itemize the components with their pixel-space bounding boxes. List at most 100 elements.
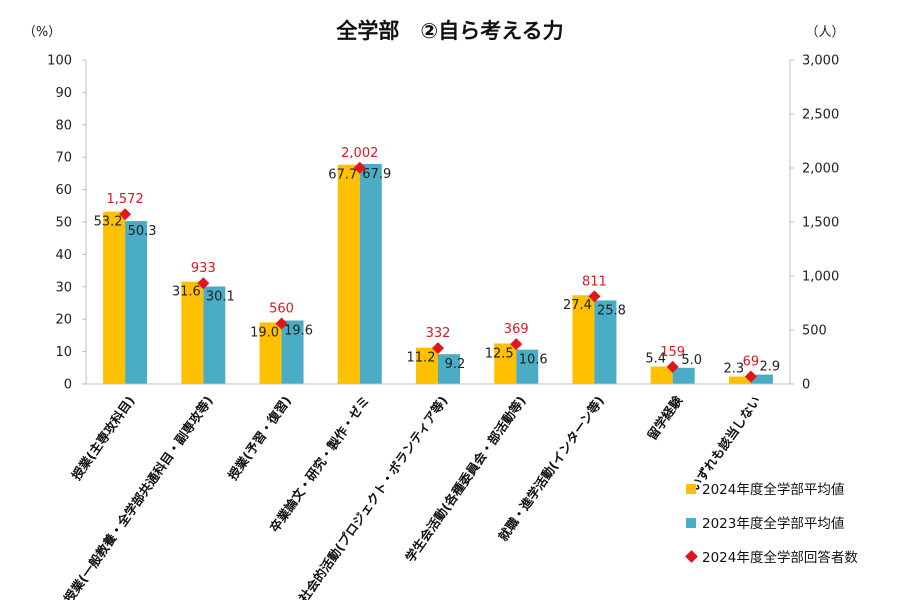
left-tick-label: 100: [47, 54, 72, 69]
right-axis-ticks: 0 500 1,000 1,500 2,000 2,500 3,000: [790, 54, 839, 393]
bar-2023: [281, 320, 304, 384]
respondent-label: 811: [582, 274, 607, 289]
legend-item-respondents: 2024年度全学部回答者数: [685, 549, 858, 566]
category-label: 留学経験: [644, 393, 685, 443]
right-tick-label: 1,000: [802, 270, 839, 285]
bar-2024: [337, 164, 360, 384]
legend-item-2024: 2024年度全学部平均値: [686, 481, 844, 498]
respondent-label: 332: [426, 326, 451, 341]
bar-2023: [125, 221, 148, 384]
legend-swatch-2023: [686, 518, 696, 528]
bar-2023: [438, 354, 460, 384]
category-label: 授業(主専攻科目): [69, 393, 138, 483]
bar-2024-label: 53.2: [94, 215, 123, 230]
respondent-label: 560: [269, 302, 294, 317]
bar-2024: [572, 295, 595, 384]
legend-label-2024: 2024年度全学部平均値: [702, 481, 844, 498]
bar-2024-label: 2.3: [724, 362, 745, 377]
right-tick-label: 1,500: [802, 216, 839, 231]
bar-2024-label: 12.5: [485, 347, 514, 362]
series-2024-bars: [103, 164, 751, 384]
left-tick-label: 50: [55, 216, 72, 231]
bar-2024-label: 67.7: [328, 168, 357, 183]
bar-2023-label: 67.9: [362, 167, 391, 182]
respondent-marker: [666, 360, 679, 373]
bar-2024: [259, 322, 282, 384]
respondent-marker: [432, 342, 444, 355]
left-tick-label: 60: [55, 183, 72, 198]
bar-2023: [516, 349, 539, 384]
respondent-label: 933: [191, 261, 216, 276]
respondent-label: 2,002: [341, 146, 378, 161]
respondent-marker: [197, 277, 210, 290]
right-axis-unit: （人）: [805, 25, 844, 40]
right-tick-label: 3,000: [802, 54, 839, 69]
bar-data-labels: 53.2 50.3 31.6 30.1 19.0 19.6 67.7 67.9 11.2 9.2 1…: [94, 167, 781, 377]
left-tick-label: 80: [55, 118, 72, 133]
respondent-label: 159: [660, 345, 685, 360]
bar-2023-label: 10.6: [519, 353, 548, 368]
category-label: 授業(予習・復習): [225, 393, 294, 483]
bar-2023-label: 19.6: [284, 323, 313, 338]
bar-2024: [728, 376, 751, 384]
bar-2023-label: 25.8: [597, 303, 626, 318]
bar-2024: [416, 347, 438, 384]
respondent-label: 1,572: [107, 192, 144, 207]
left-tick-label: 0: [64, 378, 72, 393]
bar-2024: [650, 366, 673, 384]
bar-2024: [181, 281, 204, 384]
respondent-labels: 1,572 933 560 2,002 332 369 811 159 69: [107, 146, 760, 370]
bar-2023-label: 50.3: [128, 224, 157, 239]
respondent-marker: [353, 161, 366, 174]
bar-2023: [594, 300, 617, 384]
bar-2023-label: 5.0: [681, 353, 702, 368]
respondent-marker: [744, 370, 757, 383]
legend-swatch-2024: [686, 484, 696, 494]
bar-2024: [494, 343, 517, 384]
left-tick-label: 30: [55, 280, 72, 295]
respondent-marker: [510, 338, 523, 351]
bar-2023-label: 30.1: [206, 289, 235, 304]
respondent-marker: [119, 208, 132, 221]
respondent-label: 69: [743, 355, 760, 370]
legend-item-2023: 2023年度全学部平均値: [686, 515, 844, 532]
bar-2023: [672, 367, 695, 384]
right-tick-label: 2,500: [802, 108, 839, 123]
left-tick-label: 90: [55, 86, 72, 101]
bar-2024-label: 27.4: [563, 298, 592, 313]
bar-2023: [203, 286, 226, 384]
left-tick-label: 40: [55, 248, 72, 263]
right-tick-label: 0: [802, 378, 810, 393]
left-axis-ticks: 0 10 20 30 40 50 60 70 80 90 100: [47, 54, 86, 393]
bar-2023: [359, 164, 382, 384]
respondent-label: 369: [504, 322, 529, 337]
bar-2024-label: 19.0: [250, 325, 279, 340]
chart-title: 全学部 ②自ら考える力: [335, 19, 563, 43]
right-tick-label: 500: [802, 324, 827, 339]
bar-2024-label: 5.4: [645, 352, 666, 367]
bar-2023: [750, 374, 773, 384]
left-tick-label: 70: [55, 151, 72, 166]
bar-2023-label: 9.2: [445, 357, 466, 372]
bar-2024-label: 31.6: [172, 285, 201, 300]
right-tick-label: 2,000: [802, 162, 839, 177]
left-axis-unit: （%）: [23, 25, 61, 40]
series-2023-bars: [125, 164, 773, 384]
bar-2024-label: 11.2: [407, 351, 436, 366]
left-tick-label: 10: [55, 345, 72, 360]
bar-2024: [103, 211, 126, 384]
legend-label-2023: 2023年度全学部平均値: [702, 515, 844, 532]
legend-marker-respondents: [685, 550, 698, 563]
category-label: 授業(一般教養・全学部共通科目・副専攻等): [61, 393, 216, 600]
category-label: 社会的活動(プロジェクト・ボランティア等): [295, 393, 450, 600]
category-label: いずれも該当しない: [687, 393, 764, 494]
bar-2023-label: 2.9: [760, 360, 781, 375]
respondent-markers: [119, 161, 757, 383]
respondent-marker: [275, 317, 288, 330]
left-tick-label: 20: [55, 313, 72, 328]
legend-label-respondents: 2024年度全学部回答者数: [702, 549, 858, 566]
legend: 2024年度全学部平均値 2023年度全学部平均値 2024年度全学部回答者数: [685, 481, 858, 566]
category-labels: 授業(主専攻科目)授業(一般教養・全学部共通科目・副専攻等) 授業(予習・復習)卒…: [61, 393, 764, 600]
respondent-marker: [588, 290, 601, 303]
